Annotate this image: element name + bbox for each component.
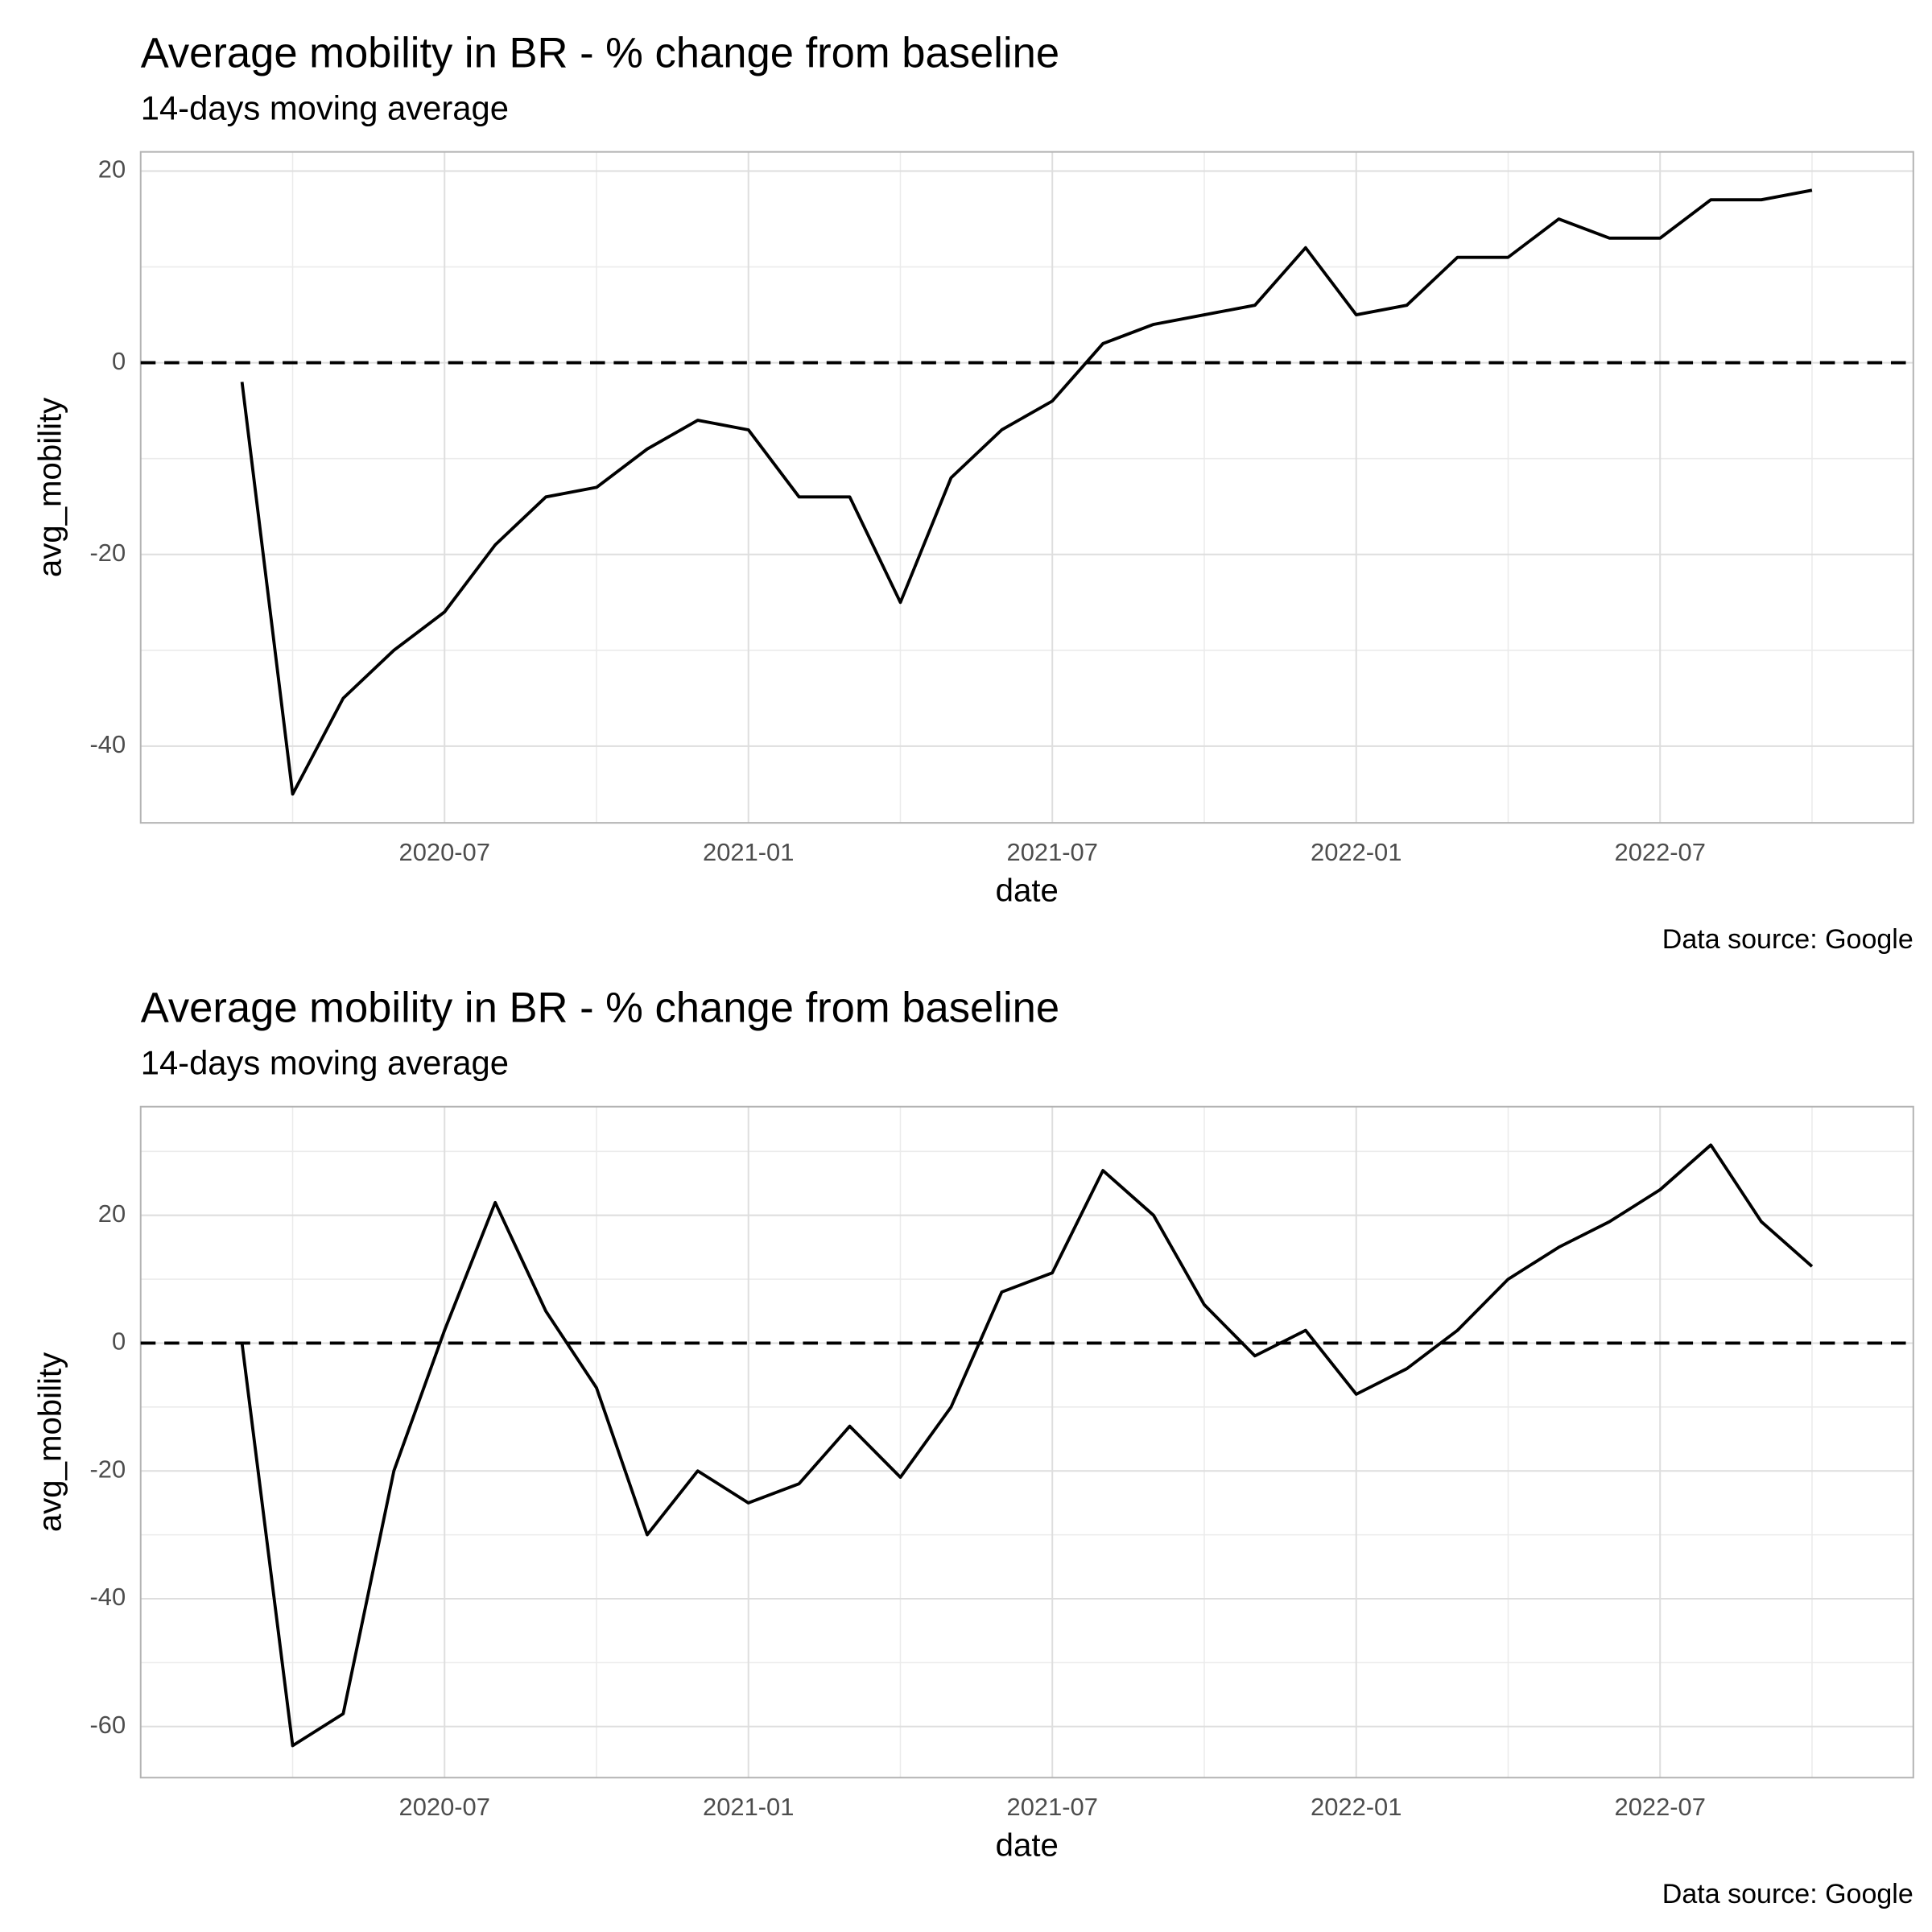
chart-title: Average mobility in BR - % change from b… [141,29,1059,76]
y-tick-label: 0 [112,1327,126,1356]
caption: Data source: Google [1662,1879,1913,1909]
y-tick-label: 20 [98,155,126,184]
x-tick-label: 2021-07 [1007,838,1098,866]
y-tick-label: -60 [90,1711,126,1739]
x-tick-label: 2020-07 [399,1793,490,1821]
x-tick-label: 2021-01 [703,1793,794,1821]
y-tick-label: 0 [112,347,126,375]
y-axis-label: avg_mobility [32,1352,68,1532]
x-tick-label: 2022-07 [1615,838,1706,866]
panel-border [139,1105,1914,1779]
y-tick-label: -40 [90,730,126,758]
x-tick-label: 2022-01 [1311,838,1402,866]
y-tick-label: -40 [90,1583,126,1611]
y-tick-label: -20 [90,1455,126,1483]
x-tick-label: 2020-07 [399,838,490,866]
caption: Data source: Google [1662,924,1913,955]
chart-title: Average mobility in BR - % change from b… [141,985,1059,1032]
x-tick-label: 2022-01 [1311,1793,1402,1821]
x-tick-label: 2021-07 [1007,1793,1098,1821]
x-tick-label: 2022-07 [1615,1793,1706,1821]
line [240,188,1813,796]
y-axis-label: avg_mobility [32,397,68,577]
x-axis-label: date [996,872,1059,908]
y-tick-label: 20 [98,1199,126,1228]
chart-subtitle: 14-days moving average [141,1044,509,1082]
x-tick-label: 2021-01 [703,838,794,866]
x-axis-label: date [996,1827,1059,1863]
y-tick-label: -20 [90,539,126,567]
panel-border [139,151,1914,824]
chart-subtitle: 14-days moving average [141,89,509,127]
line [240,1143,1814,1748]
